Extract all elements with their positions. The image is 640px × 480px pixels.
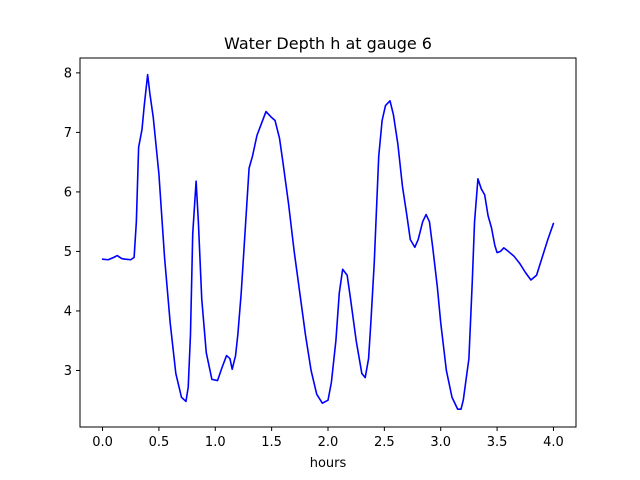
x-tick-label: 1.0: [205, 435, 226, 450]
x-tick-label: 0.5: [149, 435, 170, 450]
x-tick-label: 1.5: [261, 435, 282, 450]
y-tick-label: 7: [64, 126, 72, 141]
y-tick-label: 3: [64, 364, 72, 379]
y-tick-label: 6: [64, 185, 72, 200]
series-layer: [101, 73, 555, 410]
y-tick-label: 4: [64, 304, 72, 319]
x-tick-label: 4.0: [543, 435, 564, 450]
y-tick-label: 8: [64, 66, 72, 81]
chart-title: Water Depth h at gauge 6: [224, 34, 432, 53]
x-tick-label: 2.5: [374, 435, 395, 450]
series-line-0: [101, 73, 555, 410]
x-axis-label: hours: [310, 456, 347, 471]
x-tick-label: 3.0: [430, 435, 451, 450]
y-axis: 3 4 5 6 7 8: [64, 66, 80, 379]
x-tick-label: 2.0: [318, 435, 339, 450]
y-tick-label: 5: [64, 245, 72, 260]
x-tick-label: 0.0: [92, 435, 113, 450]
x-tick-label: 3.5: [487, 435, 508, 450]
x-axis: 0.0 0.5 1.0 1.5 2.0 2.5 3.0 3.5 4.0: [92, 427, 564, 450]
